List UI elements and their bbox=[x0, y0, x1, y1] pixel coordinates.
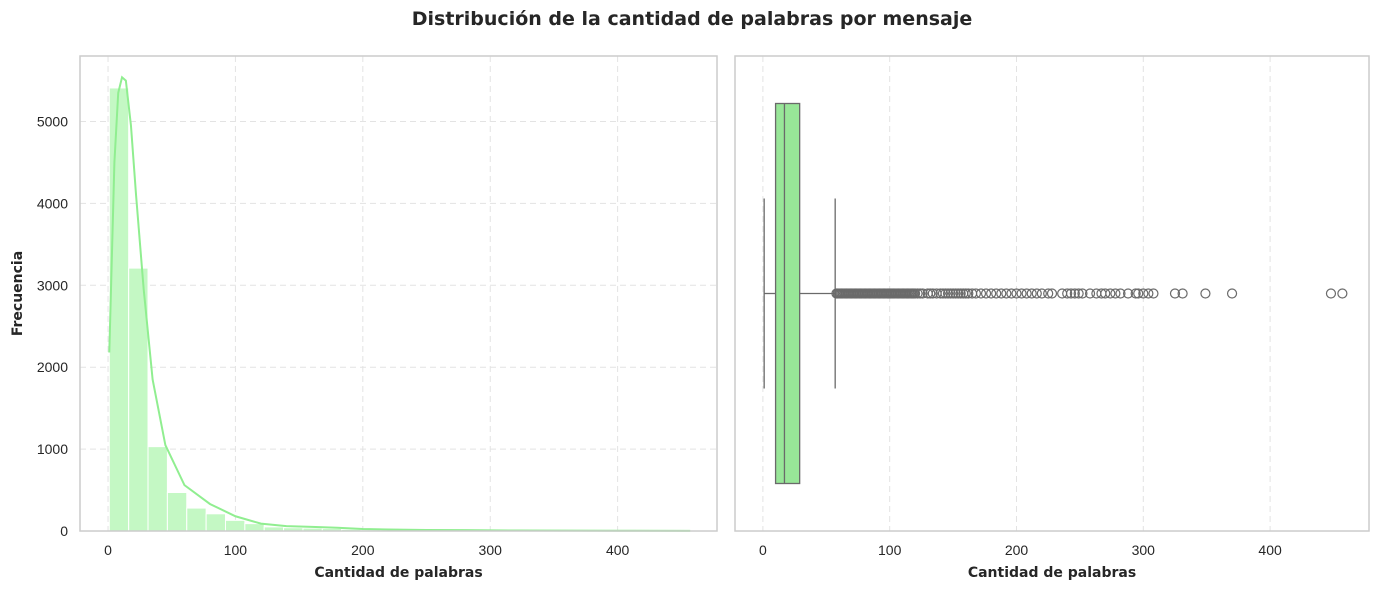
outlier-point bbox=[1337, 288, 1348, 299]
outlier-point bbox=[950, 288, 961, 299]
outlier-point bbox=[1143, 288, 1154, 299]
histogram-x-ticks: 0 100 200 300 400 bbox=[104, 542, 629, 558]
outlier-point bbox=[953, 288, 964, 299]
histogram-bar bbox=[108, 87, 130, 532]
outlier-point bbox=[927, 288, 938, 299]
histogram-y-tick-label: 4000 bbox=[37, 195, 68, 211]
outlier-point bbox=[1046, 288, 1058, 299]
outlier-point bbox=[925, 288, 936, 299]
histogram-panel: 0 100 200 300 400 0 1000 2000 3000 4000 5000 Cant… bbox=[10, 55, 718, 581]
boxplot-outliers bbox=[831, 288, 1348, 299]
outlier-point bbox=[975, 288, 987, 299]
outlier-point bbox=[991, 288, 1002, 299]
outlier-point bbox=[947, 288, 959, 299]
histogram-x-tick-label: 300 bbox=[479, 542, 503, 558]
histogram-x-tick-label: 0 bbox=[104, 542, 112, 558]
outlier-point bbox=[940, 288, 951, 299]
boxplot-panel: 0 100 200 300 400 Cantidad de palabras bbox=[734, 55, 1370, 581]
outlier-point bbox=[1043, 288, 1054, 299]
outlier-point bbox=[1169, 288, 1181, 299]
histogram-bar bbox=[244, 523, 265, 532]
histogram-y-tick-label: 5000 bbox=[37, 114, 68, 130]
histogram-x-label: Cantidad de palabras bbox=[314, 565, 482, 581]
boxplot-x-ticks: 0 100 200 300 400 bbox=[759, 542, 1282, 558]
histogram-frame bbox=[79, 55, 718, 532]
histogram-bar bbox=[147, 446, 168, 532]
outlier-point bbox=[1138, 288, 1149, 299]
outlier-point bbox=[1122, 288, 1134, 299]
outlier-point bbox=[909, 288, 921, 299]
boxplot-x-tick-label: 0 bbox=[759, 542, 767, 558]
histogram-y-ticks: 0 1000 2000 3000 4000 5000 bbox=[37, 114, 68, 539]
outlier-point bbox=[996, 288, 1007, 299]
boxplot-x-tick-label: 300 bbox=[1132, 542, 1156, 558]
outlier-point bbox=[1133, 288, 1144, 299]
outlier-point bbox=[1026, 288, 1037, 299]
outlier-point bbox=[1031, 288, 1042, 299]
outlier-point bbox=[1036, 288, 1047, 299]
histogram-y-label: Frecuencia bbox=[10, 251, 26, 336]
histogram-bar bbox=[166, 492, 188, 532]
histogram-x-tick-label: 400 bbox=[606, 542, 630, 558]
boxplot-frame bbox=[734, 55, 1370, 532]
histogram-x-tick-label: 100 bbox=[224, 542, 248, 558]
boxplot-x-tick-label: 100 bbox=[878, 542, 902, 558]
boxplot-x-tick-label: 400 bbox=[1258, 542, 1282, 558]
outlier-point bbox=[937, 288, 949, 299]
outlier-point bbox=[1226, 288, 1238, 299]
outlier-point bbox=[1177, 288, 1188, 299]
outlier-point bbox=[917, 288, 928, 299]
outlier-point bbox=[942, 288, 954, 299]
histogram-plot-area bbox=[80, 56, 717, 531]
outlier-point bbox=[1200, 288, 1211, 299]
outlier-point bbox=[1016, 288, 1027, 299]
outlier-point bbox=[1115, 288, 1126, 299]
boxplot-x-label: Cantidad de palabras bbox=[968, 565, 1136, 581]
histogram-y-tick-label: 2000 bbox=[37, 359, 68, 375]
histogram-bar bbox=[224, 519, 246, 532]
histogram-bar bbox=[186, 507, 207, 532]
outlier-point bbox=[1011, 288, 1022, 299]
histogram-y-tick-label: 1000 bbox=[37, 441, 68, 457]
outlier-point bbox=[1084, 288, 1096, 299]
outlier-point bbox=[986, 288, 997, 299]
figure-title: Distribución de la cantidad de palabras … bbox=[411, 8, 973, 30]
boxplot-x-tick-label: 200 bbox=[1005, 542, 1029, 558]
box-iqr bbox=[774, 102, 801, 485]
outlier-point bbox=[1021, 288, 1032, 299]
outlier-point bbox=[955, 288, 966, 299]
outlier-point bbox=[1148, 288, 1159, 299]
outlier-point bbox=[1077, 288, 1088, 299]
outlier-point bbox=[1073, 288, 1084, 299]
outlier-point bbox=[1130, 288, 1141, 299]
outlier-point bbox=[935, 288, 946, 299]
outlier-point bbox=[960, 288, 971, 299]
outlier-point bbox=[963, 288, 974, 299]
outlier-point bbox=[1325, 288, 1337, 299]
outlier-point bbox=[1105, 288, 1116, 299]
outlier-point bbox=[980, 288, 992, 299]
histogram-y-tick-label: 0 bbox=[60, 523, 68, 539]
histogram-y-tick-label: 3000 bbox=[37, 277, 68, 293]
histogram-bar bbox=[205, 513, 226, 532]
outlier-point bbox=[1100, 288, 1111, 299]
outlier-point bbox=[945, 288, 956, 299]
outlier-point bbox=[1062, 288, 1073, 299]
outlier-point bbox=[1069, 288, 1080, 299]
outlier-point bbox=[915, 288, 926, 299]
boxplot-grid bbox=[762, 56, 1271, 531]
outlier-point bbox=[1006, 288, 1017, 299]
outlier-point bbox=[970, 288, 982, 299]
outlier-point bbox=[1065, 288, 1077, 299]
outlier-point bbox=[1110, 288, 1121, 299]
histogram-x-tick-label: 200 bbox=[351, 542, 375, 558]
kde-line bbox=[108, 75, 691, 532]
outlier-point bbox=[912, 288, 923, 299]
outlier-point bbox=[1001, 288, 1012, 299]
